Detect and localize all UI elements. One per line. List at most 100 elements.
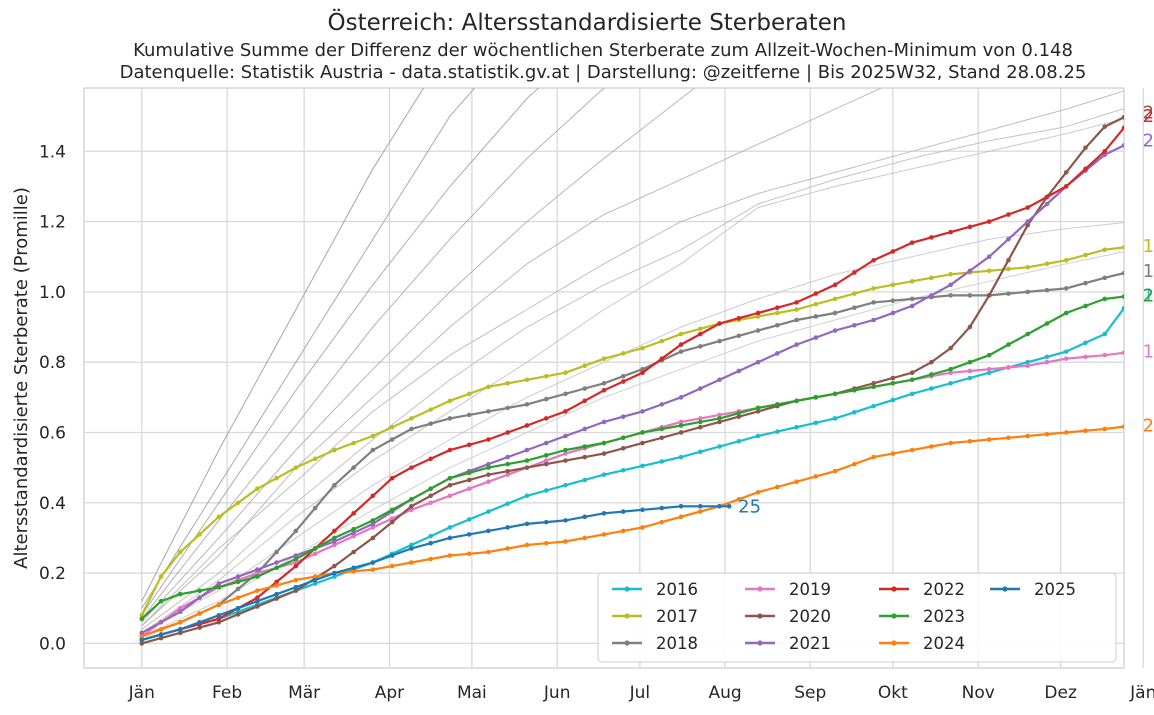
- data-point: [948, 293, 953, 298]
- data-point: [428, 500, 433, 506]
- x-tick-label: Nov: [962, 683, 995, 703]
- data-point: [620, 414, 626, 419]
- data-point: [794, 424, 799, 430]
- data-point: [351, 465, 356, 470]
- data-point: [1121, 114, 1124, 120]
- legend-item-2016: 2016: [612, 580, 698, 599]
- data-point: [293, 556, 299, 562]
- data-point: [1044, 354, 1050, 360]
- data-point: [1121, 270, 1124, 276]
- data-point: [832, 296, 838, 302]
- data-point: [852, 388, 857, 393]
- data-point: [640, 430, 645, 435]
- data-point: [755, 409, 761, 414]
- data-point: [139, 641, 145, 646]
- end-label-2019: 19: [1143, 342, 1154, 363]
- data-point: [678, 504, 684, 509]
- data-point: [543, 453, 549, 458]
- data-point: [524, 521, 530, 527]
- data-point: [447, 475, 453, 481]
- data-point: [852, 409, 857, 415]
- data-point: [659, 435, 665, 441]
- background-year-line: [141, 88, 883, 627]
- data-point: [158, 574, 164, 579]
- data-point: [948, 272, 953, 277]
- data-point: [1131, 268, 1136, 273]
- background-year-line: [141, 88, 540, 616]
- data-point: [852, 305, 857, 310]
- data-point: [775, 322, 780, 328]
- data-point: [543, 519, 549, 525]
- x-tick-label: Aug: [709, 683, 742, 703]
- data-point: [447, 398, 453, 404]
- data-point: [216, 620, 222, 625]
- data-point: [1121, 305, 1124, 311]
- end-label-2022: 22: [1143, 106, 1154, 127]
- data-point: [967, 375, 973, 381]
- background-year-line: [141, 222, 1124, 634]
- data-point: [486, 437, 491, 442]
- data-point: [1063, 170, 1069, 175]
- data-point: [505, 461, 511, 467]
- data-point: [755, 405, 761, 411]
- data-point: [697, 424, 703, 430]
- data-point: [601, 380, 607, 386]
- data-point: [1044, 261, 1050, 267]
- data-point: [524, 542, 530, 548]
- data-point: [524, 458, 530, 463]
- data-point: [1044, 359, 1050, 365]
- x-tick-label: Dez: [1044, 683, 1077, 703]
- data-point: [389, 507, 395, 513]
- data-point: [1025, 289, 1031, 295]
- data-point: [409, 507, 414, 513]
- data-point: [332, 482, 337, 488]
- data-point: [235, 595, 241, 600]
- data-point: [755, 433, 761, 439]
- data-point: [563, 370, 568, 376]
- background-year-line: [141, 118, 1124, 634]
- end-label-2017: 17: [1143, 236, 1154, 257]
- data-point: [505, 405, 511, 411]
- data-point: [871, 454, 876, 460]
- data-point: [177, 627, 183, 632]
- x-tick-label: Feb: [212, 683, 242, 703]
- data-point: [486, 465, 491, 470]
- data-point: [1121, 424, 1124, 429]
- y-axis-ticks: 0.0 0.2 0.4 0.6 0.8 1.0 1.2 1.4: [39, 142, 66, 654]
- data-point: [370, 535, 376, 541]
- data-point: [409, 546, 414, 551]
- x-tick-label: Okt: [878, 683, 908, 703]
- legend-marker: [757, 640, 763, 646]
- data-point: [332, 528, 337, 534]
- data-point: [524, 447, 530, 453]
- data-point: [139, 630, 145, 636]
- data-point: [717, 321, 722, 326]
- data-point: [582, 514, 588, 520]
- data-point: [312, 581, 318, 586]
- data-point: [736, 496, 742, 502]
- data-point: [428, 556, 433, 562]
- y-tick-label: 0.4: [39, 494, 66, 514]
- data-point: [312, 577, 318, 583]
- end-label-2025: 25: [738, 496, 761, 517]
- data-point: [486, 384, 491, 390]
- data-point: [255, 588, 260, 593]
- data-point: [370, 493, 376, 499]
- data-point: [1083, 428, 1088, 434]
- chart-subtitle-line-2: Datenquelle: Statistik Austria - data.st…: [120, 62, 1087, 83]
- data-point: [389, 553, 395, 558]
- data-point: [255, 570, 260, 576]
- data-point: [755, 359, 761, 365]
- data-point: [929, 372, 934, 377]
- data-point: [1006, 435, 1011, 441]
- data-point: [293, 553, 299, 558]
- data-point: [640, 463, 645, 469]
- data-point: [697, 419, 703, 425]
- data-point: [909, 377, 915, 383]
- data-point: [967, 293, 973, 298]
- data-point: [409, 560, 414, 565]
- data-point: [620, 435, 626, 441]
- data-point: [543, 461, 549, 467]
- data-point: [197, 588, 202, 593]
- data-point: [1121, 350, 1124, 356]
